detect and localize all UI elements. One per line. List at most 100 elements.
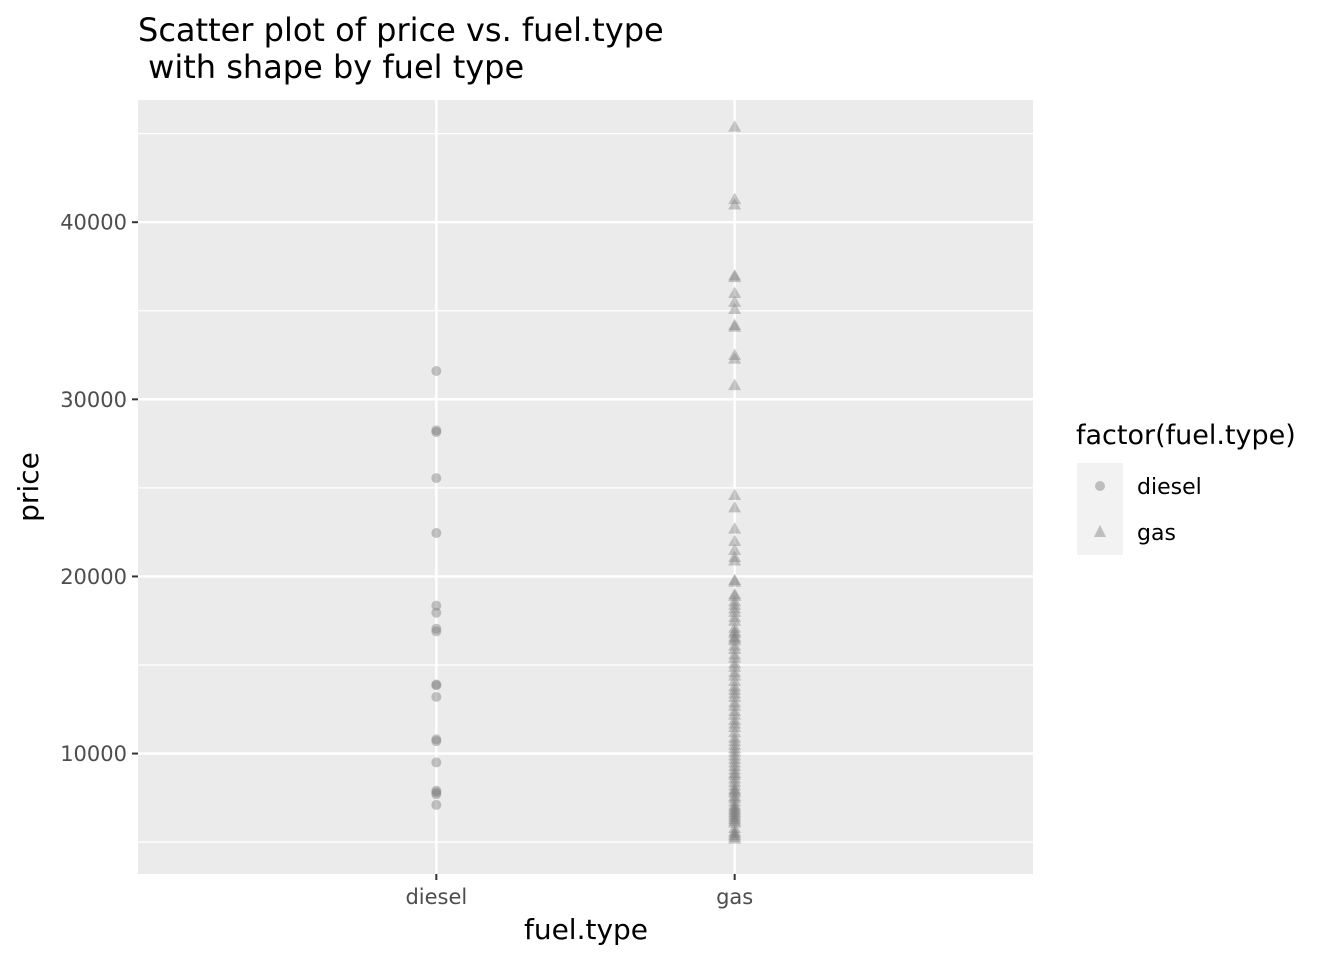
y-tick-label: 30000	[60, 388, 127, 412]
data-point-gas	[728, 197, 742, 210]
data-point-gas	[728, 624, 742, 637]
y-tick-label: 40000	[60, 211, 127, 235]
legend-label-diesel: diesel	[1137, 475, 1202, 500]
data-point-gas	[728, 589, 742, 601]
data-point-gas	[728, 630, 742, 642]
data-point-diesel	[431, 607, 442, 618]
data-point-gas	[728, 621, 742, 633]
data-point-gas	[728, 789, 742, 802]
data-point-diesel	[431, 427, 442, 438]
data-point-gas	[728, 295, 742, 307]
data-point-gas	[728, 738, 742, 750]
data-point-diesel	[431, 365, 442, 376]
data-point-gas	[728, 832, 742, 844]
x-tick-label: gas	[716, 885, 753, 909]
data-point-gas	[728, 679, 742, 692]
data-point-gas	[728, 550, 742, 562]
data-point-gas	[728, 378, 742, 391]
data-point-gas	[728, 302, 742, 314]
data-point-diesel	[431, 787, 442, 798]
data-point-gas	[728, 807, 742, 819]
data-point-diesel	[431, 679, 442, 690]
data-point-gas	[728, 766, 742, 779]
data-point-gas	[728, 192, 742, 205]
data-point-gas	[728, 800, 742, 812]
data-point-gas	[728, 642, 742, 655]
data-point-gas	[728, 745, 742, 757]
y-tick-label: 20000	[60, 565, 127, 589]
data-point-gas	[728, 778, 742, 791]
data-point-gas	[728, 716, 742, 729]
chart-title-line1: Scatter plot of price vs. fuel.type	[138, 11, 664, 49]
data-point-gas	[728, 801, 742, 814]
data-point-gas	[728, 768, 742, 780]
data-point-gas	[728, 763, 742, 775]
data-point-gas	[728, 821, 742, 833]
data-point-gas	[728, 775, 742, 787]
data-point-gas	[728, 587, 742, 600]
data-point-gas	[728, 647, 742, 660]
data-points	[431, 120, 742, 844]
data-point-gas	[728, 708, 742, 720]
data-point-gas	[728, 522, 742, 534]
data-point-gas	[728, 683, 742, 695]
data-point-diesel	[431, 600, 442, 611]
data-point-gas	[728, 704, 742, 717]
data-point-gas	[728, 488, 742, 500]
data-point-gas	[728, 731, 742, 743]
data-point-gas	[728, 752, 742, 764]
data-point-gas	[728, 720, 742, 732]
data-point-gas	[728, 782, 742, 794]
data-point-gas	[728, 809, 742, 821]
data-point-gas	[728, 686, 742, 699]
x-tick-label: diesel	[405, 885, 467, 909]
legend-key-diesel	[1077, 463, 1123, 509]
data-point-gas	[728, 626, 742, 639]
data-point-gas	[728, 318, 742, 330]
data-point-gas	[728, 270, 742, 283]
data-point-gas	[728, 791, 742, 803]
legend: factor(fuel.type) diesel gas	[1076, 420, 1296, 555]
legend-label-gas: gas	[1137, 521, 1176, 546]
plot-panel	[138, 100, 1033, 874]
data-point-gas	[728, 656, 742, 669]
data-point-gas	[728, 794, 742, 807]
data-point-diesel	[431, 623, 442, 634]
data-point-gas	[728, 805, 742, 818]
y-axis: 10000 20000 30000 40000	[60, 211, 138, 766]
data-point-diesel	[431, 425, 442, 436]
y-axis-title: price	[12, 452, 45, 522]
data-point-gas	[728, 816, 742, 828]
data-point-gas	[728, 824, 742, 837]
data-point-gas	[728, 651, 742, 663]
data-point-gas	[728, 784, 742, 796]
data-point-gas	[728, 748, 742, 761]
data-point-gas	[728, 631, 742, 644]
data-point-diesel	[431, 691, 442, 702]
data-point-diesel	[431, 734, 442, 745]
data-point-gas	[728, 598, 742, 610]
data-point-gas	[728, 755, 742, 768]
data-point-gas	[728, 573, 742, 585]
data-point-gas	[728, 534, 742, 547]
data-point-gas	[728, 725, 742, 738]
data-point-gas	[728, 594, 742, 607]
data-point-gas	[728, 320, 742, 332]
data-point-gas	[728, 286, 742, 299]
data-point-gas	[728, 575, 742, 587]
data-point-diesel	[431, 757, 442, 768]
data-point-gas	[728, 554, 742, 566]
data-point-gas	[728, 798, 742, 810]
data-point-diesel	[431, 736, 442, 747]
data-point-gas	[728, 674, 742, 686]
x-axis-title: fuel.type	[524, 913, 648, 946]
data-point-diesel	[431, 789, 442, 800]
data-point-gas	[728, 828, 742, 841]
data-point-gas	[728, 500, 742, 513]
data-point-diesel	[431, 473, 442, 484]
data-point-gas	[728, 120, 742, 132]
data-point-gas	[728, 633, 742, 646]
data-point-gas	[728, 601, 742, 614]
data-point-gas	[728, 734, 742, 747]
